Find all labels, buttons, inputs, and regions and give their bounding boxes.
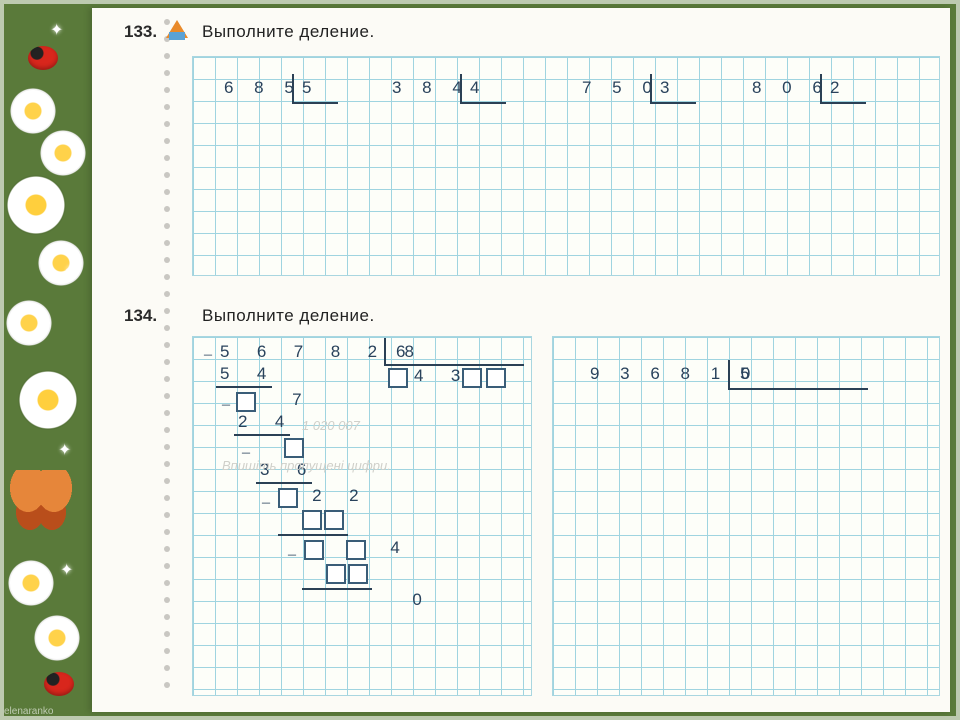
work-underline bbox=[234, 434, 290, 436]
divisor: 5 bbox=[302, 78, 319, 98]
ladybug-icon bbox=[28, 46, 58, 70]
dividend: 3 8 4 bbox=[392, 78, 470, 98]
division-bracket-horiz bbox=[728, 388, 868, 390]
ghost-text: Впишіть пропущені цифри. bbox=[222, 458, 391, 473]
work-underline bbox=[278, 534, 348, 536]
ladybug-icon bbox=[44, 672, 74, 696]
daisy-icon bbox=[18, 370, 78, 430]
division-bracket-vert bbox=[650, 74, 652, 102]
daisy-icon bbox=[10, 88, 56, 134]
watermark: elenaranko bbox=[4, 706, 53, 717]
answer-box[interactable] bbox=[348, 564, 368, 584]
answer-box[interactable] bbox=[326, 564, 346, 584]
task-number: 134. bbox=[124, 306, 157, 326]
task-title: Выполните деление. bbox=[202, 22, 375, 42]
division-bracket-vert bbox=[384, 338, 386, 364]
work-underline bbox=[256, 482, 312, 484]
division-bracket-horiz bbox=[292, 102, 338, 104]
division-bracket-horiz bbox=[460, 102, 506, 104]
answer-box[interactable] bbox=[302, 510, 322, 530]
answer-box[interactable] bbox=[304, 540, 324, 560]
quotient-digits: 4 3 bbox=[414, 366, 466, 386]
divisor: 4 bbox=[470, 78, 487, 98]
dividend: 7 5 0 bbox=[582, 78, 660, 98]
division-bracket-vert bbox=[460, 74, 462, 102]
minus-sign: – bbox=[262, 494, 270, 512]
work-row: 0 bbox=[348, 590, 428, 610]
left-floral-border: ✦ ✦ ✦ ✦ bbox=[0, 0, 90, 720]
work-underline bbox=[216, 386, 272, 388]
division-bracket-horiz bbox=[820, 102, 866, 104]
work-row: 7 bbox=[260, 390, 308, 410]
answer-box[interactable] bbox=[236, 392, 256, 412]
daisy-icon bbox=[34, 615, 80, 661]
task-icon bbox=[164, 18, 190, 40]
sparkle-icon: ✦ bbox=[64, 260, 78, 274]
sparkle-icon: ✦ bbox=[58, 440, 72, 454]
sparkle-icon: ✦ bbox=[50, 20, 64, 34]
divisor: 5 bbox=[740, 364, 757, 384]
division-bracket-vert bbox=[292, 74, 294, 102]
work-row: 2 2 bbox=[280, 486, 365, 506]
answer-box[interactable] bbox=[346, 540, 366, 560]
minus-sign: – bbox=[204, 346, 212, 364]
sparkle-icon: ✦ bbox=[60, 560, 74, 574]
dividend: 8 0 6 bbox=[752, 78, 830, 98]
task-number: 133. bbox=[124, 22, 157, 42]
division-bracket-vert bbox=[728, 360, 730, 388]
answer-box[interactable] bbox=[284, 438, 304, 458]
grid-area-134-left bbox=[192, 336, 532, 696]
minus-sign: – bbox=[222, 396, 230, 414]
divisor: 2 bbox=[830, 78, 847, 98]
answer-box[interactable] bbox=[388, 368, 408, 388]
division-bracket-horiz bbox=[650, 102, 696, 104]
daisy-icon bbox=[6, 175, 66, 235]
daisy-icon bbox=[8, 560, 54, 606]
division-bracket-vert bbox=[820, 74, 822, 102]
workbook-page: Овочі Масса Морква Буряк Капуста Картопл… bbox=[92, 8, 950, 712]
grid-area-134-right bbox=[552, 336, 940, 696]
ghost-text: 1 020 007 bbox=[302, 418, 360, 433]
dividend: 9 3 6 8 1 0 bbox=[590, 364, 758, 384]
answer-box[interactable] bbox=[324, 510, 344, 530]
daisy-icon bbox=[40, 130, 86, 176]
butterfly-icon bbox=[6, 470, 76, 530]
work-row: 2 4 bbox=[238, 412, 290, 432]
work-row: 5 4 bbox=[220, 364, 272, 384]
answer-box[interactable] bbox=[462, 368, 482, 388]
daisy-icon bbox=[6, 300, 52, 346]
answer-box[interactable] bbox=[486, 368, 506, 388]
minus-sign: – bbox=[288, 546, 296, 564]
spiral-binding bbox=[162, 8, 172, 712]
divisor: 6 bbox=[396, 342, 413, 362]
dividend: 6 8 5 bbox=[224, 78, 302, 98]
dividend: 5 6 7 8 2 8 bbox=[220, 342, 420, 362]
task-title: Выполните деление. bbox=[202, 306, 375, 326]
divisor: 3 bbox=[660, 78, 677, 98]
